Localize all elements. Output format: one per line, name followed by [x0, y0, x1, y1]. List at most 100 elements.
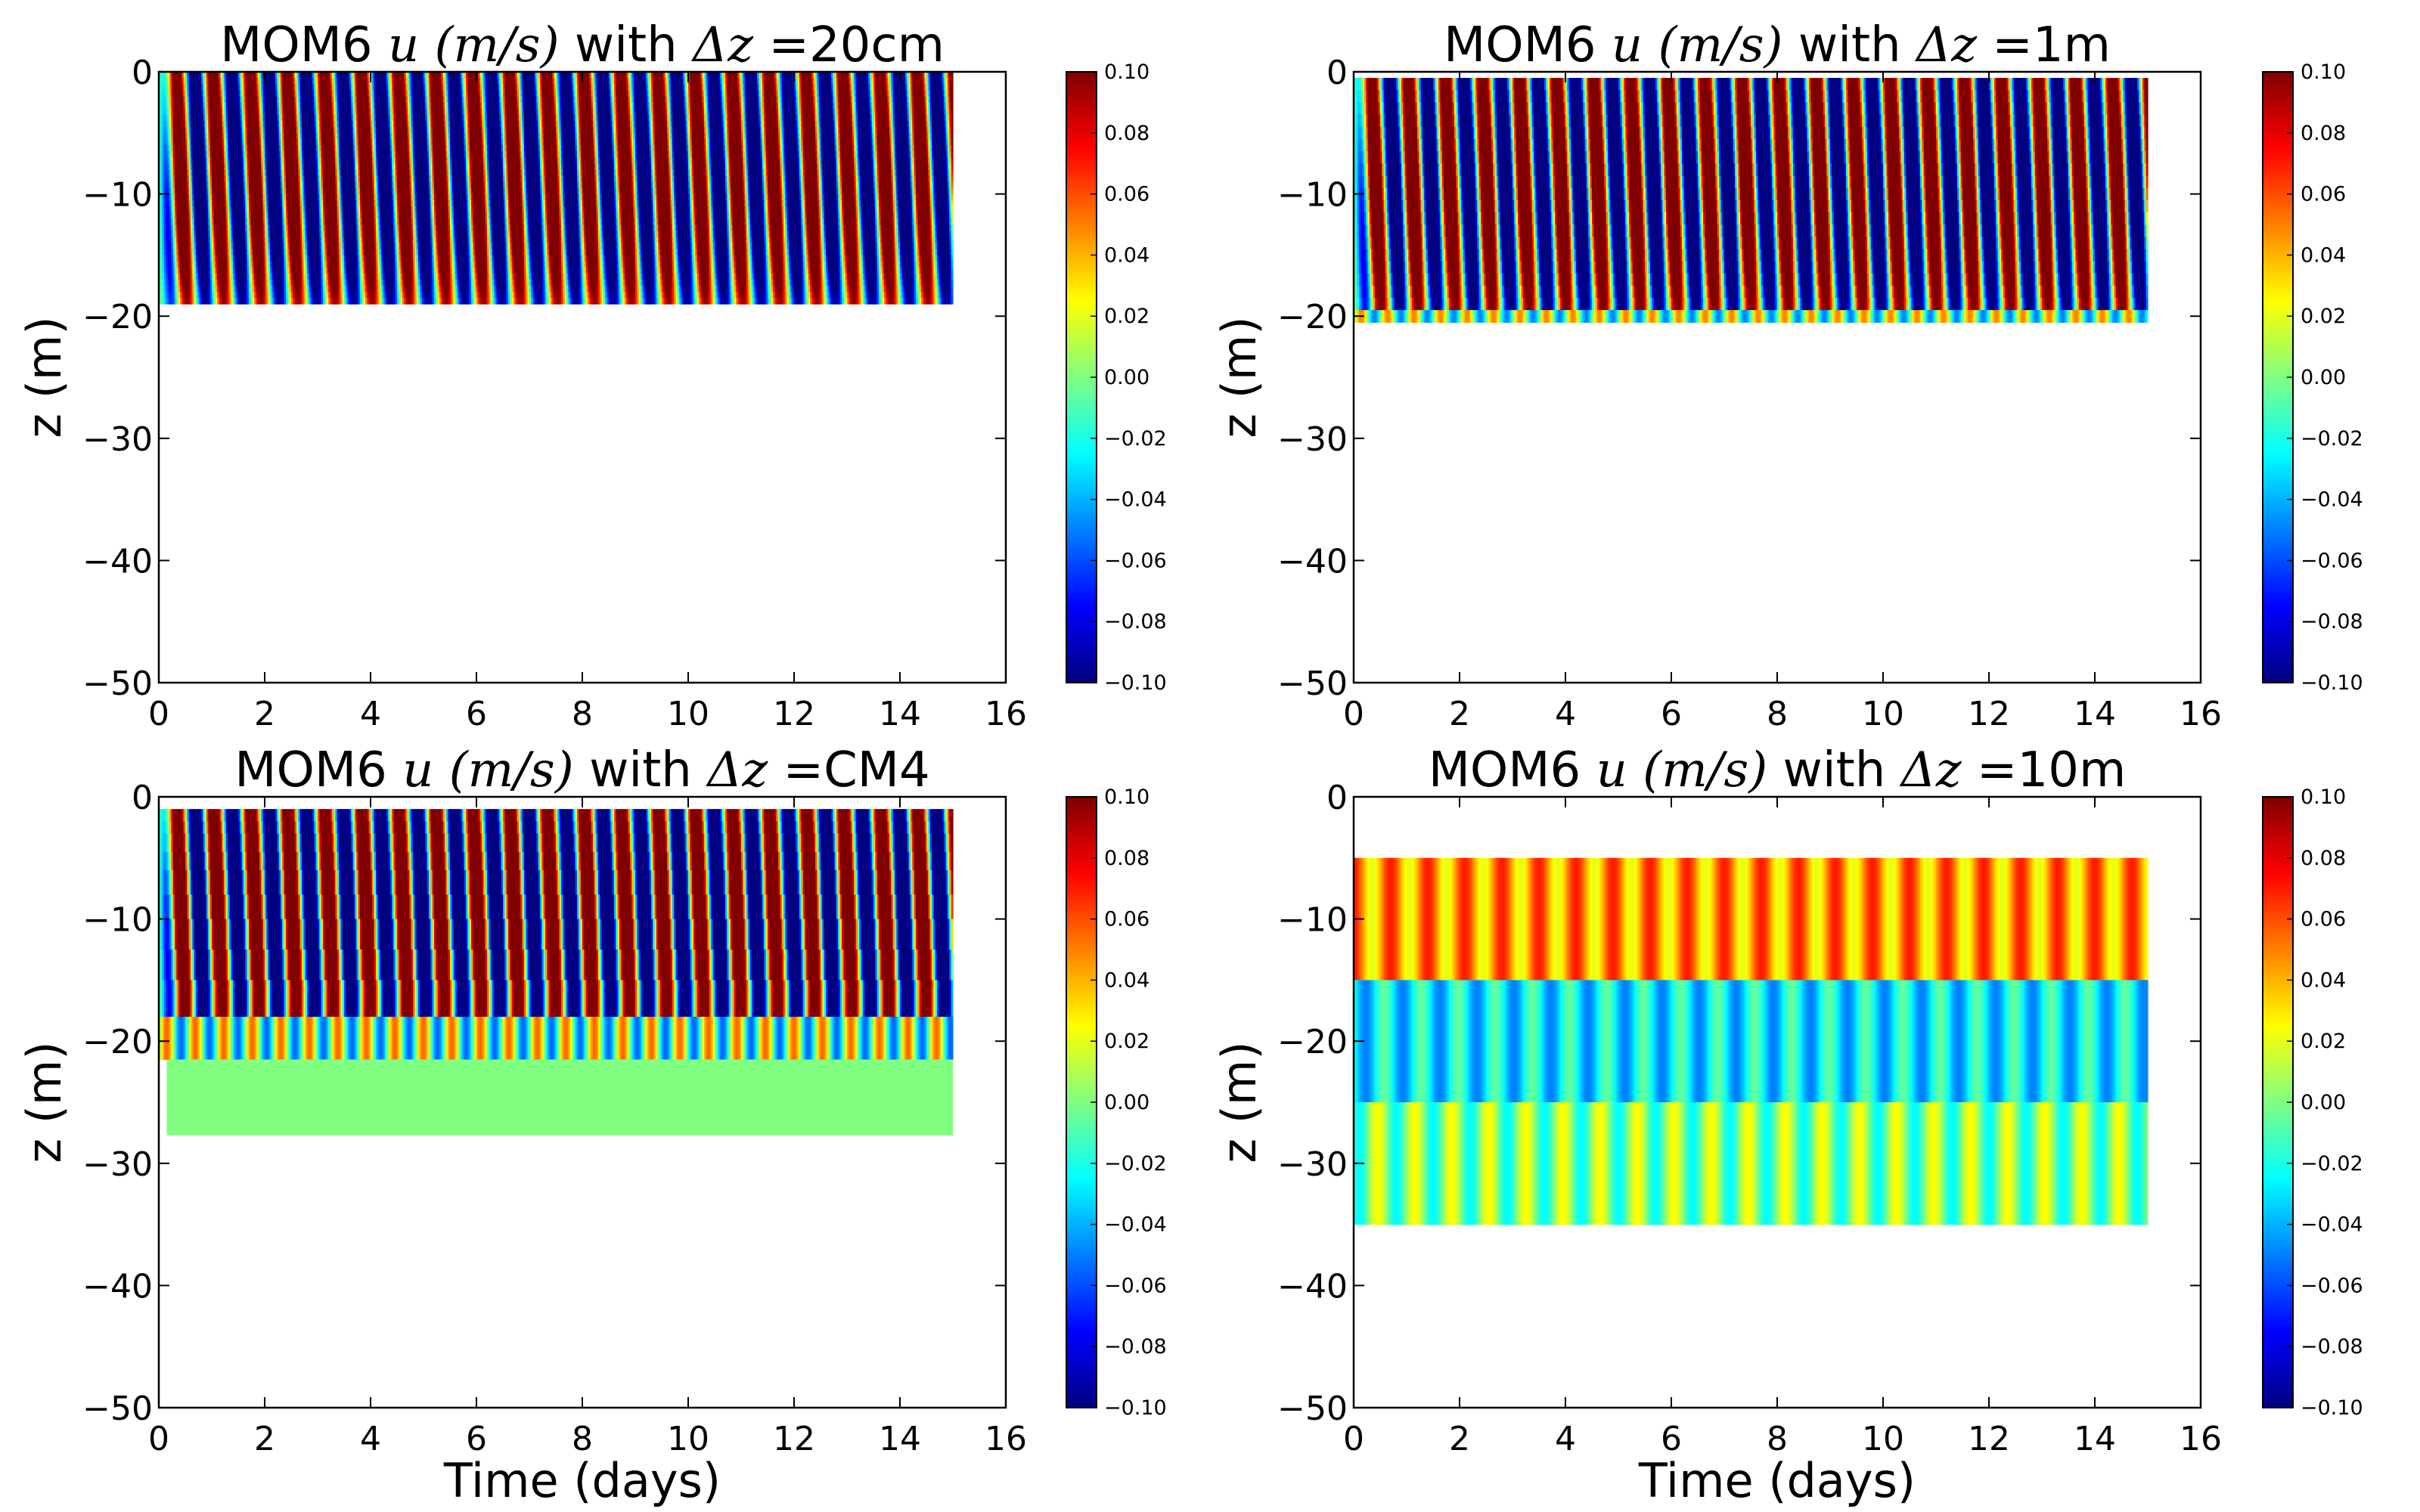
heatmap-cell [185, 126, 188, 134]
heatmap-cell [241, 181, 244, 189]
heatmap-cell [209, 243, 213, 249]
heatmap-cell [247, 132, 250, 140]
heatmap-cell [240, 90, 243, 97]
heatmap-cell [180, 225, 182, 231]
heatmap-cell [224, 218, 227, 225]
heatmap-cell [234, 297, 237, 305]
heatmap-cell [185, 175, 188, 183]
heatmap-cell [182, 200, 185, 207]
heatmap-cell [196, 194, 198, 201]
heatmap-cell [245, 237, 248, 243]
heatmap-cell [233, 267, 235, 274]
heatmap-cell [171, 206, 174, 213]
heatmap-cell [233, 200, 235, 207]
heatmap-cell [187, 78, 190, 85]
heatmap-cell [204, 231, 207, 237]
heatmap-cell [247, 108, 250, 116]
heatmap-cell [234, 291, 237, 299]
heatmap-cell [187, 225, 190, 231]
heatmap-cell [167, 169, 170, 176]
heatmap-cell [192, 285, 195, 293]
heatmap-cell [236, 181, 239, 189]
heatmap-cell [197, 218, 200, 225]
heatmap-cell [229, 181, 232, 189]
heatmap-cell [245, 96, 248, 103]
heatmap-cell [191, 132, 193, 140]
heatmap-cell [204, 249, 207, 256]
heatmap-cell [162, 102, 165, 110]
heatmap-cell [171, 255, 174, 262]
heatmap-cell [233, 297, 235, 305]
heatmap-cell [206, 120, 209, 128]
heatmap-cell [171, 218, 174, 225]
heatmap-cell [175, 231, 177, 237]
heatmap-cell [229, 291, 232, 299]
heatmap-cell [191, 102, 193, 110]
heatmap-cell [220, 297, 223, 305]
heatmap-cell [212, 249, 214, 256]
heatmap-cell [166, 218, 169, 225]
heatmap-cell [250, 102, 253, 110]
heatmap-cell [244, 297, 246, 305]
heatmap-cell [191, 297, 193, 305]
heatmap-cell [217, 237, 219, 243]
heatmap-cell [245, 206, 248, 213]
heatmap-cell [164, 90, 166, 97]
heatmap-cell [180, 90, 182, 97]
heatmap-cell [169, 225, 172, 231]
heatmap-cell [212, 78, 214, 85]
heatmap-cell [224, 237, 227, 243]
heatmap-cell [224, 285, 227, 293]
heatmap-cell [212, 114, 214, 122]
heatmap-cell [199, 102, 202, 110]
heatmap-cell [245, 261, 248, 268]
heatmap-cell [191, 225, 193, 231]
heatmap-cell [172, 279, 175, 287]
heatmap-cell [201, 126, 203, 134]
heatmap-cell [225, 78, 228, 85]
heatmap-cell [180, 231, 182, 237]
heatmap-cell [160, 132, 163, 140]
heatmap-cell [199, 285, 202, 293]
heatmap-cell [164, 132, 166, 140]
heatmap-cell [206, 114, 209, 122]
heatmap-cell [201, 255, 203, 262]
heatmap-cell [185, 138, 188, 146]
heatmap-cell [159, 138, 161, 146]
heatmap-cell [228, 212, 230, 219]
heatmap-cell [224, 114, 227, 122]
heatmap-cell [169, 279, 172, 287]
heatmap-cell [197, 175, 200, 183]
heatmap-cell [175, 225, 177, 231]
heatmap-cell [247, 249, 250, 256]
heatmap-cell [236, 175, 239, 183]
heatmap-cell [234, 243, 237, 249]
heatmap-cell [233, 194, 235, 201]
heatmap-cell [234, 175, 237, 183]
heatmap-cell [201, 249, 203, 256]
heatmap-cell [254, 273, 256, 280]
heatmap-cell [231, 108, 234, 116]
heatmap-cell [252, 169, 255, 176]
heatmap-cell [201, 132, 203, 140]
heatmap-cell [213, 151, 216, 158]
heatmap-cell [199, 187, 202, 195]
heatmap-cell [180, 78, 182, 85]
heatmap-cell [254, 218, 256, 225]
heatmap-cell [187, 285, 190, 293]
heatmap-cell [169, 114, 172, 122]
heatmap-cell [240, 163, 243, 170]
heatmap-cell [249, 279, 251, 287]
heatmap-cell [175, 84, 177, 91]
heatmap-cell [191, 267, 193, 274]
heatmap-cell [191, 279, 193, 287]
heatmap-cell [219, 181, 222, 189]
heatmap-cell [162, 151, 165, 158]
heatmap-cell [192, 175, 195, 183]
heatmap-cell [172, 218, 175, 225]
heatmap-cell [233, 181, 235, 189]
heatmap-cell [166, 249, 169, 256]
heatmap-cell [241, 237, 244, 243]
heatmap-cell [254, 212, 256, 219]
heatmap-cell [203, 187, 206, 195]
